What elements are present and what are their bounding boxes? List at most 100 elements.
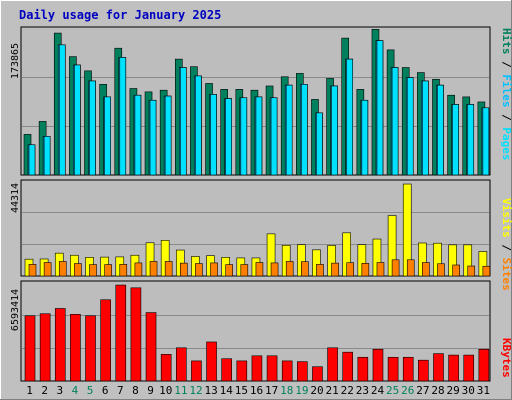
bar-kbytes [160,354,172,382]
bar-kbytes [372,348,384,382]
bar-sites [104,264,112,277]
bar-pages [422,80,429,176]
bar-kbytes [130,287,142,382]
bar-pages [43,136,51,176]
bar-pages [58,44,66,176]
bar-pages [195,75,202,176]
x-tick-label: 23 [356,384,369,397]
bar-sites [346,262,355,277]
bar-kbytes [145,312,157,382]
bar-kbytes [418,359,429,382]
bar-pages [255,96,263,176]
bar-pages [28,144,36,176]
bar-pages [391,67,399,176]
bar-pages [301,84,308,176]
bar-pages [134,94,142,176]
x-tick-label: 24 [371,384,385,397]
x-tick-label: 25 [386,384,399,397]
legend-pages: Pages [500,127,512,160]
bar-sites [301,261,309,277]
x-axis-day-labels: 1 2 3 4 5 6 7 8 9 10 11 12 13 14 15 16 17 18 19 20 21 22 23 24 2… [26,384,490,397]
bar-kbytes [478,348,490,382]
x-tick-label: 2 [41,384,48,397]
svg-text:Visits / Sites: Visits / Sites [500,198,512,291]
bar-sites [285,261,294,277]
x-tick-label: 26 [401,384,414,397]
x-tick-label: 4 [72,384,79,397]
svg-text:Hits / Files / Pages: Hits / Files / Pages [500,28,512,161]
bar-kbytes [463,354,475,382]
bar-kbytes [54,308,66,382]
x-tick-label: 14 [220,384,234,397]
bar-kbytes [387,356,399,382]
bar-sites [28,264,37,277]
bar-sites [316,264,324,277]
bar-kbytes [433,353,444,382]
x-tick-label: 9 [147,384,154,397]
x-tick-label: 30 [462,384,475,397]
bar-pages [210,94,217,176]
bar-kbytes [312,366,323,382]
bar-kbytes [236,360,248,382]
bar-sites [391,259,400,277]
bar-sites [452,264,460,277]
bar-pages [119,57,127,176]
bar-kbytes [85,315,96,382]
bar-sites [406,259,415,277]
x-tick-label: 20 [310,384,323,397]
bar-kbytes [266,355,278,382]
x-tick-label: 16 [250,384,263,397]
x-tick-label: 31 [477,384,490,397]
x-tick-label: 29 [447,384,460,397]
bar-pages [104,96,111,176]
bar-sites [179,262,188,277]
x-tick-label: 8 [132,384,139,397]
bar-pages [316,112,323,176]
bar-sites [255,262,264,277]
legend-separator: / [500,55,512,75]
bar-kbytes [448,354,459,382]
x-tick-label: 13 [204,384,217,397]
x-tick-label: 7 [117,384,124,397]
legend-visits-sites: Visits / Sites [500,198,512,291]
x-tick-label: 27 [416,384,429,397]
bar-sites [376,262,385,277]
bar-kbytes [115,284,127,382]
ytick-kbytes-max: 6593414 [10,289,21,331]
legend-visits: Visits [500,198,512,238]
bar-kbytes [342,351,354,382]
bar-pages [452,104,459,176]
x-tick-label: 18 [280,384,293,397]
bar-sites [134,262,143,277]
bar-kbytes [402,356,414,382]
bar-sites [270,262,279,277]
bar-kbytes [191,360,202,382]
x-tick-label: 28 [431,384,444,397]
bar-sites [361,263,370,277]
chart-title: Daily usage for January 2025 [19,8,221,22]
bar-pages [376,40,384,176]
x-tick-label: 21 [326,384,339,397]
bar-kbytes [206,341,217,382]
bar-pages [89,80,96,176]
legend-hits-files-pages: Hits / Files / Pages [500,28,512,161]
bar-pages [149,99,157,176]
legend-separator: / [500,108,512,128]
bar-kbytes [357,356,369,382]
bar-kbytes [70,314,81,382]
bar-sites [437,263,445,277]
bar-sites [210,262,218,277]
bar-sites [164,261,173,277]
bar-pages [285,84,293,176]
bar-kbytes [327,347,338,382]
ytick-visits-max: 44314 [10,183,21,213]
x-tick-label: 5 [87,384,94,397]
bar-sites [482,265,491,277]
bar-sites [89,264,97,277]
bar-pages [346,58,354,176]
bar-pages [164,95,172,176]
x-tick-label: 10 [159,384,172,397]
bars-layer [23,29,491,382]
x-tick-label: 17 [265,384,278,397]
bar-kbytes [175,347,187,382]
